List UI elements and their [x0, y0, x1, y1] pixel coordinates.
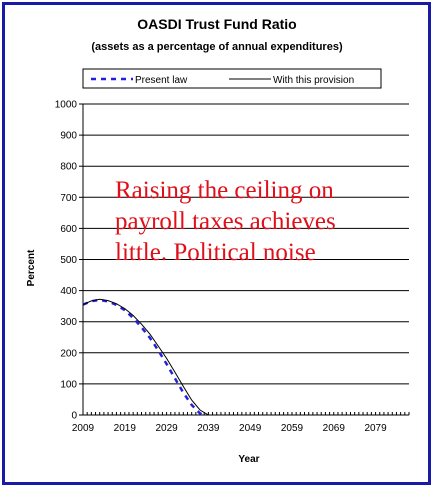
legend: Present law With this provision	[82, 68, 382, 89]
x-axis-title: Year	[238, 454, 259, 465]
annotation-text: Raising the ceiling on payroll taxes ach…	[115, 175, 415, 268]
x-tick-label: 2079	[364, 423, 387, 434]
y-tick-label: 0	[71, 411, 77, 422]
y-tick-label: 400	[60, 286, 77, 297]
series-lines	[82, 298, 209, 417]
annotation-line: payroll taxes achieves	[115, 208, 336, 235]
annotation-line: Raising the ceiling on	[115, 177, 334, 204]
y-tick-label: 500	[60, 255, 77, 266]
y-axis-title: Percent	[26, 249, 37, 286]
chart-canvas: OASDI Trust Fund Ratio (assets as a perc…	[26, 16, 410, 465]
chart-title: OASDI Trust Fund Ratio	[137, 16, 296, 32]
y-tick-label: 100	[60, 379, 77, 390]
series-with-provision-line	[82, 298, 209, 416]
y-tick-label: 200	[60, 348, 77, 359]
series-present-law-line	[82, 298, 205, 417]
y-tick-label: 600	[60, 224, 77, 235]
legend-present-law-label: Present law	[135, 75, 188, 86]
x-tick-label: 2029	[155, 423, 178, 434]
axes: 0 100 200 300 400 500 600 700 800 900 1000 2009 2019…	[55, 100, 410, 434]
legend-provision-label: With this provision	[273, 75, 354, 86]
x-tick-label: 2069	[323, 423, 346, 434]
x-tick-label: 2039	[197, 423, 220, 434]
y-tick-label: 900	[60, 131, 77, 142]
gridlines	[83, 103, 409, 385]
x-tick-label: 2009	[72, 423, 95, 434]
x-tick-label: 2049	[239, 423, 262, 434]
y-tick-label: 700	[60, 193, 77, 204]
x-tick-label: 2059	[281, 423, 304, 434]
x-tick-label: 2019	[114, 423, 137, 434]
chart-subtitle: (assets as a percentage of annual expend…	[91, 41, 343, 53]
annotation-line: little. Political noise	[115, 239, 316, 266]
y-tick-label: 1000	[55, 100, 78, 111]
y-tick-label: 800	[60, 162, 77, 173]
y-tick-label: 300	[60, 317, 77, 328]
